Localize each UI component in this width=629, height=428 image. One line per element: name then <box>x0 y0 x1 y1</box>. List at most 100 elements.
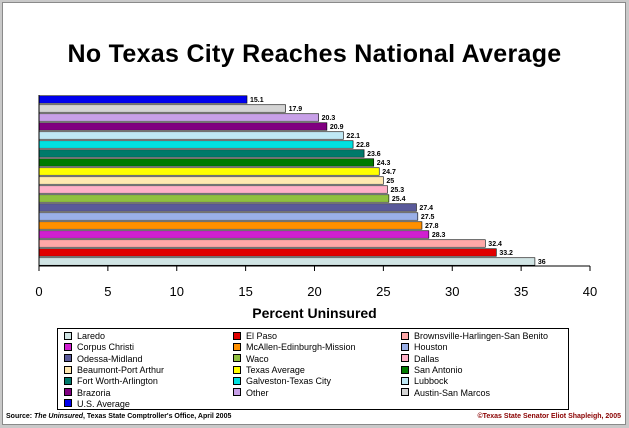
data-label: 25.4 <box>392 196 406 203</box>
legend-swatch <box>64 376 72 385</box>
legend-label: Lubbock <box>414 376 449 387</box>
chart-title: No Texas City Reaches National Average <box>67 40 562 68</box>
legend-swatch <box>401 376 409 385</box>
legend: Laredo El Paso Brownsville-Harlingen-San B… <box>57 328 569 410</box>
x-tick-label: 20 <box>307 284 321 299</box>
x-tick-label: 30 <box>445 284 459 299</box>
data-label: 27.5 <box>421 214 435 221</box>
legend-item: San Antonio <box>401 365 463 376</box>
legend-swatch <box>64 342 72 351</box>
data-label: 20.3 <box>322 115 336 122</box>
data-label: 24.3 <box>377 160 391 167</box>
legend-item: Corpus Christi <box>64 342 134 353</box>
source-note: Source: The Uninsured, Texas State Compt… <box>6 413 231 420</box>
legend-item: Brownsville-Harlingen-San Benito <box>401 331 548 342</box>
legend-swatch <box>233 331 241 340</box>
legend-swatch <box>401 331 409 340</box>
bar <box>38 230 430 239</box>
legend-swatch <box>64 331 72 340</box>
legend-label: Beaumont-Port Arthur <box>77 364 165 375</box>
legend-item: Austin-San Marcos <box>401 388 490 399</box>
bar <box>38 131 344 140</box>
bar <box>38 95 248 104</box>
bar <box>38 167 380 176</box>
legend-item: Other <box>233 388 269 399</box>
legend-label: Other <box>246 387 269 398</box>
legend-label: Brazoria <box>77 387 111 398</box>
x-tick-label: 40 <box>583 284 597 299</box>
data-label: 24.7 <box>382 169 396 176</box>
data-label: 22.8 <box>356 142 370 149</box>
data-label: 25.3 <box>391 187 405 194</box>
data-label: 28.3 <box>432 232 446 239</box>
legend-label: Corpus Christi <box>77 342 135 353</box>
data-label: 22.1 <box>346 133 360 140</box>
copyright-note: ©Texas State Senator Eliot Shapleigh, 20… <box>477 413 621 420</box>
data-label: 15.1 <box>250 97 264 104</box>
x-tick-label: 10 <box>170 284 184 299</box>
bar <box>38 158 375 167</box>
x-tick-label: 15 <box>238 284 252 299</box>
bar <box>38 149 365 158</box>
source-title: The Uninsured <box>34 413 84 420</box>
bar <box>38 113 319 122</box>
legend-label: San Antonio <box>414 364 463 375</box>
legend-item: Brazoria <box>64 388 111 399</box>
bar <box>38 185 388 194</box>
x-tick-label: 25 <box>376 284 390 299</box>
data-label: 27.8 <box>425 223 439 230</box>
legend-swatch <box>401 388 409 397</box>
source-suffix: , Texas State Comptroller's Office, Apri… <box>83 413 232 420</box>
bar <box>38 140 354 149</box>
legend-label: Laredo <box>77 331 106 341</box>
bar <box>38 176 384 185</box>
legend-item: Fort Worth-Arlington <box>64 376 158 387</box>
data-label: 36 <box>538 259 546 266</box>
bar <box>38 212 419 221</box>
legend-swatch <box>233 354 241 363</box>
legend-label: Waco <box>246 353 269 364</box>
bar-chart: 15.1 17.9 20.3 20.922.1 22.8 23.6 24.3 24.7 25 25… <box>35 95 597 299</box>
legend-label: Fort Worth-Arlington <box>77 376 158 387</box>
legend-label: Texas Average <box>246 364 305 375</box>
data-label: 27.4 <box>419 205 433 212</box>
legend-item: Laredo <box>64 331 105 342</box>
legend-label: El Paso <box>246 331 278 341</box>
legend-item: Dallas <box>401 354 439 365</box>
bar <box>38 239 486 248</box>
legend-swatch <box>64 365 72 374</box>
legend-item: U.S. Average <box>64 399 130 410</box>
legend-item: Texas Average <box>233 365 305 376</box>
bar <box>38 104 286 113</box>
legend-label: McAllen-Edinburgh-Mission <box>246 342 356 353</box>
legend-swatch <box>233 342 241 351</box>
bar <box>38 194 390 203</box>
legend-label: Galveston-Texas City <box>246 376 332 387</box>
x-axis-label: Percent Uninsured <box>252 305 377 321</box>
bar <box>38 257 536 266</box>
bar <box>38 221 423 230</box>
data-label: 33.2 <box>499 250 513 257</box>
legend-swatch <box>64 399 72 408</box>
legend-item: Waco <box>233 354 269 365</box>
legend-swatch <box>401 342 409 351</box>
data-label: 25 <box>386 178 394 185</box>
data-label: 17.9 <box>289 106 303 113</box>
legend-swatch <box>401 365 409 374</box>
x-tick-label: 5 <box>104 284 111 299</box>
legend-item: McAllen-Edinburgh-Mission <box>233 342 356 353</box>
data-label: 20.9 <box>330 124 344 131</box>
legend-swatch <box>233 365 241 374</box>
legend-swatch <box>233 376 241 385</box>
bar <box>38 248 497 257</box>
legend-item: Beaumont-Port Arthur <box>64 365 164 376</box>
legend-label: Odessa-Midland <box>77 353 143 364</box>
legend-swatch <box>64 388 72 397</box>
bar <box>38 122 328 131</box>
legend-label: Brownsville-Harlingen-San Benito <box>414 331 549 341</box>
legend-label: Dallas <box>414 353 440 364</box>
data-label: 23.6 <box>367 151 381 158</box>
legend-item: Lubbock <box>401 376 448 387</box>
legend-item: Galveston-Texas City <box>233 376 331 387</box>
x-tick-label: 35 <box>514 284 528 299</box>
